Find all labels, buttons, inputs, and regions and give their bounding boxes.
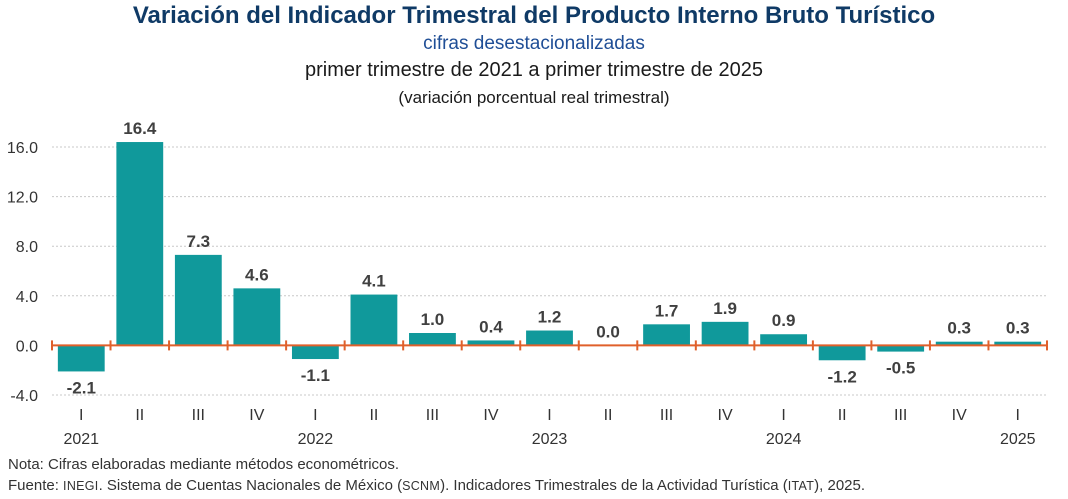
data-label: -1.1 [301, 366, 330, 385]
bar [350, 294, 398, 346]
bar [291, 345, 339, 360]
y-axis: 16.0 12.0 8.0 4.0 0.0 -4.0 [7, 140, 38, 405]
source-text-4: ), 2025. [814, 477, 866, 494]
source-text-3: ). Indicadores Trimestrales de la Activi… [440, 477, 788, 494]
x-tick-label: II [369, 407, 378, 424]
data-label: -2.1 [67, 378, 96, 397]
x-tick-label: III [426, 407, 439, 424]
bar [467, 340, 515, 346]
bar [409, 333, 456, 346]
data-label: 16.4 [123, 119, 157, 138]
x-tick-label: II [135, 407, 144, 424]
source-inegi: INEGI [63, 479, 99, 493]
bar [174, 254, 222, 346]
x-tick-label: IV [952, 407, 967, 424]
x-tick-label: III [894, 407, 907, 424]
x-tick-label: II [838, 407, 847, 424]
data-label: 0.0 [596, 322, 620, 341]
source-text-1: Fuente: [8, 477, 64, 494]
bar [57, 345, 105, 372]
source-scnm: SCNM [402, 479, 441, 493]
y-tick-label: 12.0 [7, 190, 38, 207]
data-label: 1.2 [538, 308, 562, 327]
chart-subtitle: cifras desestacionalizadas [423, 33, 645, 54]
x-year-label: 2025 [1000, 431, 1036, 448]
bar [116, 142, 164, 346]
x-year-label: 2023 [532, 431, 568, 448]
y-tick-label: 4.0 [16, 289, 38, 306]
data-label: 1.0 [421, 310, 445, 329]
bar [935, 341, 983, 346]
bar [877, 345, 925, 352]
bar [526, 330, 573, 346]
x-tick-label: I [79, 407, 83, 424]
x-tick-label: III [192, 407, 205, 424]
x-tick-label: III [660, 407, 673, 424]
x-tick-label: I [547, 407, 551, 424]
chart-units: (variación porcentual real trimestral) [398, 88, 670, 107]
bar [233, 288, 281, 346]
y-tick-label: 0.0 [16, 338, 38, 355]
data-label: 0.9 [772, 311, 796, 330]
x-tick-label: I [1016, 407, 1020, 424]
data-label: 0.4 [479, 317, 503, 336]
x-tick-label: I [313, 407, 317, 424]
bar [994, 341, 1042, 346]
bar [643, 324, 690, 346]
x-tick-label: IV [483, 407, 498, 424]
x-tick-label: II [604, 407, 613, 424]
bar-chart: 16.0 12.0 8.0 4.0 0.0 -4.0 -2.1 16.4 7.3 4.6 -1.1… [7, 119, 1048, 448]
x-year-label: 2021 [63, 431, 99, 448]
bars [57, 142, 1042, 372]
data-label: 1.7 [655, 301, 679, 320]
chart-note: Nota: Cifras elaboradas mediante métodos… [8, 456, 400, 473]
data-label: -0.5 [886, 359, 915, 378]
y-tick-label: -4.0 [10, 388, 38, 405]
chart-source: Fuente: INEGI. Sistema de Cuentas Nacion… [8, 477, 865, 494]
data-label: 0.3 [1006, 319, 1030, 338]
zero-axis [51, 340, 1048, 351]
data-label: 7.3 [187, 232, 211, 251]
data-label: 4.6 [245, 265, 269, 284]
source-itat: ITAT [787, 479, 815, 493]
source-text-2: . Sistema de Cuentas Nacionales de Méxic… [98, 477, 403, 494]
bar [760, 334, 808, 346]
y-tick-label: 8.0 [16, 239, 38, 256]
bar [701, 321, 749, 346]
data-label: 0.3 [947, 319, 971, 338]
data-label: -1.2 [827, 367, 856, 386]
chart-period: primer trimestre de 2021 a primer trimes… [305, 59, 763, 81]
x-tick-label: I [781, 407, 785, 424]
data-label: 1.9 [713, 299, 737, 318]
chart-title: Variación del Indicador Trimestral del P… [132, 2, 936, 29]
bar [818, 345, 866, 361]
value-labels: -2.1 16.4 7.3 4.6 -1.1 4.1 1.0 0.4 1.2 0.0 1.7 1.9 0… [67, 119, 1030, 397]
y-tick-label: 16.0 [7, 140, 38, 157]
x-tick-label: IV [249, 407, 264, 424]
x-year-label: 2022 [298, 431, 334, 448]
x-year-label: 2024 [766, 431, 802, 448]
x-tick-label: IV [718, 407, 733, 424]
data-label: 4.1 [362, 272, 386, 291]
